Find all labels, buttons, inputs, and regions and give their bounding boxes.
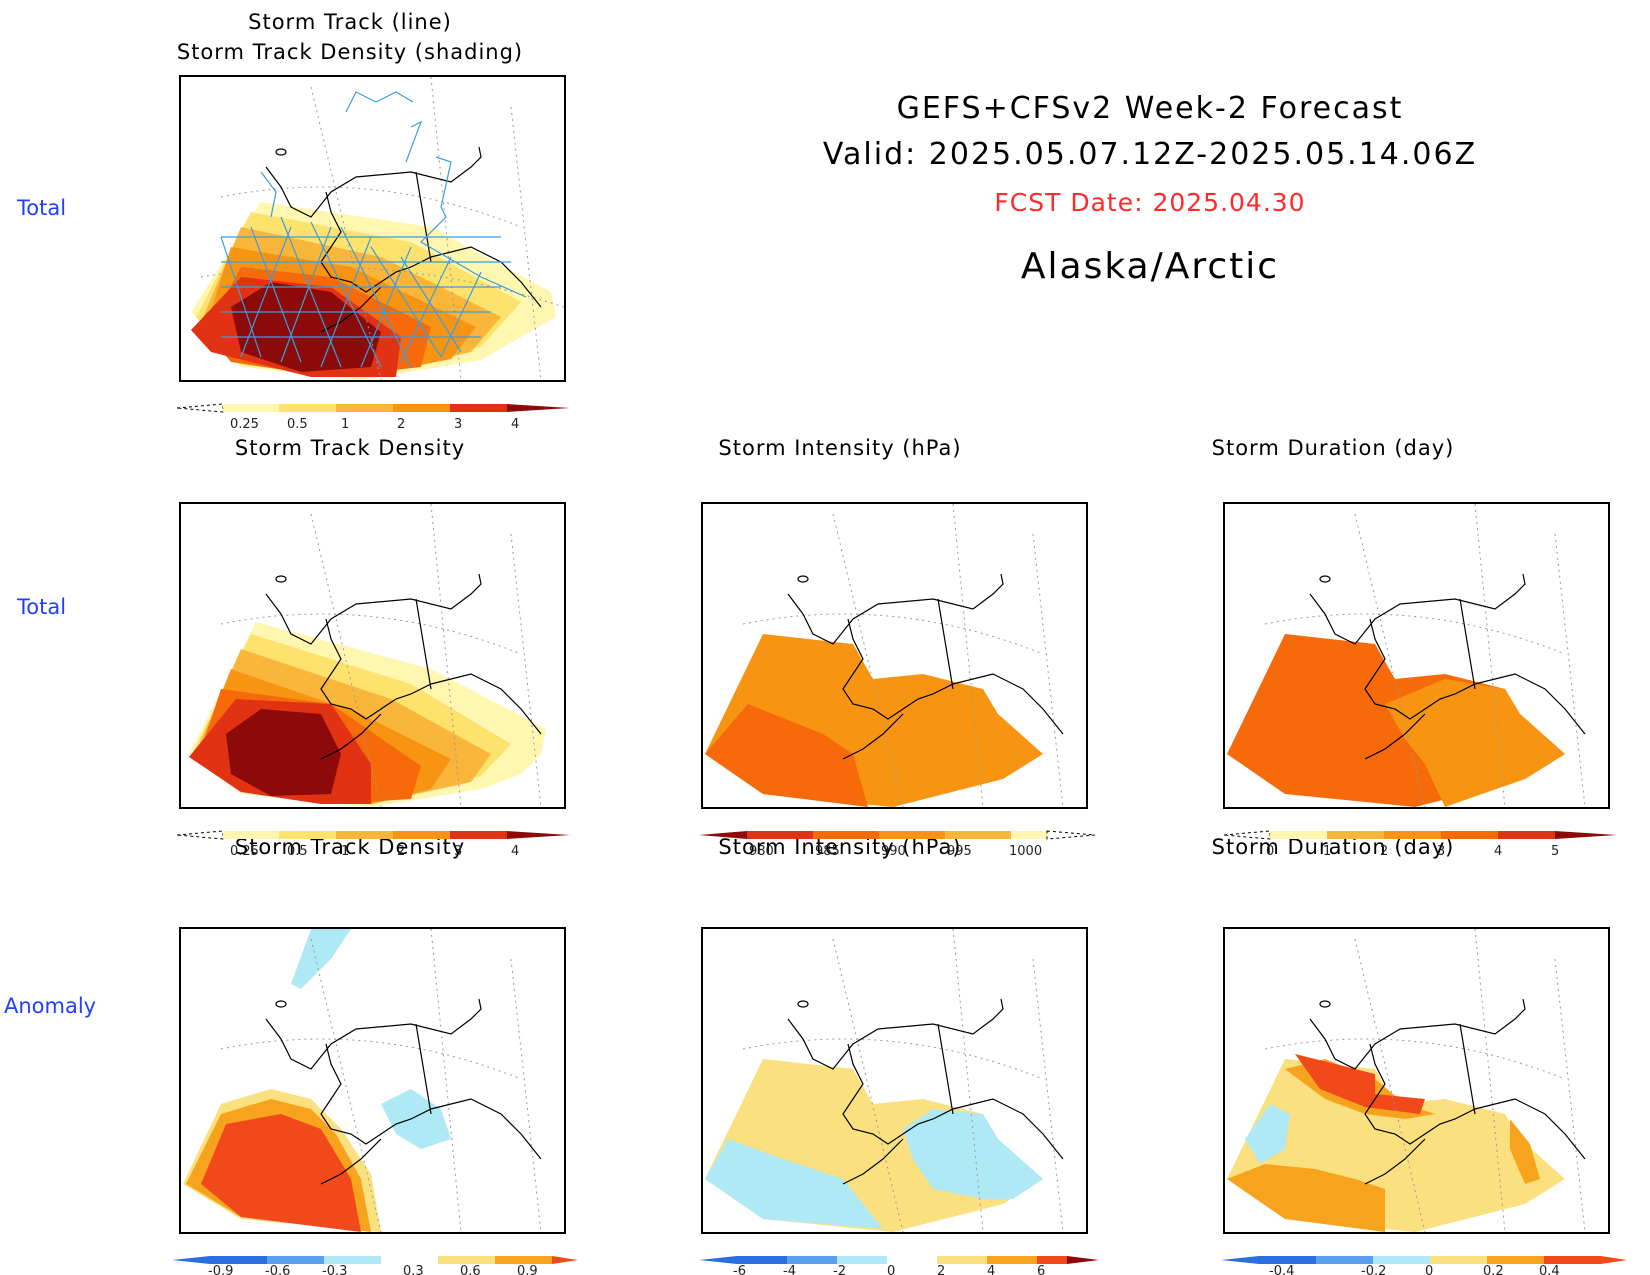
colorbar-total-intensity: 980 985 990 995 1000 xyxy=(697,830,1097,862)
total-duration-title: Storm Duration (day) xyxy=(1211,436,1455,460)
cbar-anom-duration-tick-2: 0 xyxy=(1425,1264,1433,1275)
cbar-anom-density-tick-3: 0.3 xyxy=(403,1264,424,1275)
cbar-anom-intensity-tick-2: -2 xyxy=(833,1264,846,1275)
graticule xyxy=(742,929,1064,1232)
total-intensity-title: Storm Intensity (hPa) xyxy=(718,436,962,460)
cbar-anom-intensity-tick-1: -4 xyxy=(783,1264,796,1275)
cbar-duration-tick-2: 2 xyxy=(1380,844,1388,859)
intensity-shading xyxy=(705,634,1043,807)
colorbar-total-duration: 0 1 2 3 4 5 xyxy=(1222,830,1622,862)
cbar-track-tick-2: 1 xyxy=(341,417,349,432)
anomaly-shading xyxy=(1227,1054,1565,1232)
cbar-anom-duration-tick-3: 0.2 xyxy=(1483,1264,1504,1275)
colorbar-anom-intensity xyxy=(697,1256,1107,1274)
cbar-anom-density-tick-0: -0.9 xyxy=(208,1264,233,1275)
cbar-track-tick-4: 3 xyxy=(454,417,462,432)
map-total-density xyxy=(179,502,566,809)
cbar-anom-density-tick-1: -0.6 xyxy=(265,1264,290,1275)
cbar-duration-tick-3: 3 xyxy=(1437,844,1445,859)
cbar-anom-density-tick-4: 0.6 xyxy=(460,1264,481,1275)
graticule xyxy=(220,504,542,807)
cbar-intensity-tick-3: 995 xyxy=(947,844,972,859)
coastline xyxy=(265,573,542,760)
anomaly-shading xyxy=(183,929,451,1232)
map-storm-track xyxy=(179,75,566,382)
cbar-duration-tick-4: 4 xyxy=(1494,844,1502,859)
cbar-track-tick-1: 0.5 xyxy=(287,417,308,432)
duration-shading xyxy=(1227,634,1565,807)
cbar-intensity-tick-1: 985 xyxy=(815,844,840,859)
colorbar-anom-duration-ticks: -0.4 -0.2 0 0.2 0.4 xyxy=(1219,1264,1629,1275)
total-density-title: Storm Track Density xyxy=(234,436,466,460)
cbar-density-tick-4: 3 xyxy=(454,844,462,859)
colorbar-track: 0.25 0.5 1 2 3 4 xyxy=(175,403,575,435)
cbar-anom-intensity-tick-3: 0 xyxy=(887,1264,895,1275)
cbar-intensity-tick-0: 980 xyxy=(749,844,774,859)
graticule xyxy=(1264,504,1586,807)
cbar-intensity-tick-2: 990 xyxy=(881,844,906,859)
map-anomaly-intensity xyxy=(701,927,1088,1234)
cbar-intensity-tick-4: 1000 xyxy=(1009,844,1042,859)
map-anomaly-density xyxy=(179,927,566,1234)
cbar-duration-tick-0: 0 xyxy=(1266,844,1274,859)
graticule xyxy=(742,504,1064,807)
cbar-anom-density-tick-2: -0.3 xyxy=(322,1264,347,1275)
coastline xyxy=(787,998,1064,1185)
cbar-track-tick-5: 4 xyxy=(511,417,519,432)
cbar-duration-tick-1: 1 xyxy=(1323,844,1331,859)
cbar-anom-intensity-tick-5: 4 xyxy=(987,1264,995,1275)
region-name: Alaska/Arctic xyxy=(1020,246,1280,287)
cbar-density-tick-1: 0.5 xyxy=(287,844,308,859)
colorbar-total-density: 0.25 0.5 1 2 3 4 xyxy=(175,830,575,862)
coastline xyxy=(1309,573,1586,760)
anomaly-shading xyxy=(705,1059,1043,1232)
cbar-anom-intensity-tick-0: -6 xyxy=(733,1264,746,1275)
cbar-anom-density-tick-5: 0.9 xyxy=(517,1264,538,1275)
cbar-density-tick-0: 0.25 xyxy=(230,844,259,859)
map-anomaly-duration xyxy=(1223,927,1610,1234)
graticule xyxy=(200,77,564,380)
colorbar-anom-density-ticks: -0.9 -0.6 -0.3 0.3 0.6 0.9 xyxy=(170,1264,580,1275)
main-title: GEFS+CFSv2 Week-2 Forecast Valid: 2025.0… xyxy=(700,86,1600,178)
title-line-2: Valid: 2025.05.07.12Z-2025.05.14.06Z xyxy=(822,137,1478,172)
cbar-anom-duration-tick-0: -0.4 xyxy=(1269,1264,1294,1275)
row-label-total-1: Total xyxy=(17,196,67,220)
map-total-duration xyxy=(1223,502,1610,809)
cbar-anom-intensity-tick-6: 6 xyxy=(1037,1264,1045,1275)
cbar-duration-tick-5: 5 xyxy=(1551,844,1559,859)
cbar-track-tick-0: 0.25 xyxy=(230,417,259,432)
colorbar-anom-density xyxy=(170,1256,580,1274)
colorbar-anom-duration xyxy=(1219,1256,1629,1274)
coastline xyxy=(265,998,542,1185)
row-label-total-2: Total xyxy=(17,595,67,619)
track-title-shading: Storm Track Density (shading) xyxy=(176,40,524,64)
forecast-date: FCST Date: 2025.04.30 xyxy=(994,188,1306,217)
cbar-anom-duration-tick-1: -0.2 xyxy=(1361,1264,1386,1275)
coastline xyxy=(787,573,1064,760)
graticule xyxy=(220,929,542,1232)
cbar-track-tick-3: 2 xyxy=(397,417,405,432)
cbar-anom-duration-tick-4: 0.4 xyxy=(1539,1264,1560,1275)
row-label-anomaly: Anomaly xyxy=(4,994,97,1018)
cbar-density-tick-2: 1 xyxy=(341,844,349,859)
coastline xyxy=(1309,998,1586,1185)
density-shading xyxy=(189,622,546,807)
colorbar-anom-intensity-ticks: -6 -4 -2 0 2 4 6 xyxy=(697,1264,1107,1275)
cbar-anom-intensity-tick-4: 2 xyxy=(937,1264,945,1275)
title-line-1: GEFS+CFSv2 Week-2 Forecast xyxy=(896,91,1404,126)
cbar-density-tick-5: 4 xyxy=(511,844,519,859)
track-title-line: Storm Track (line) xyxy=(248,10,452,34)
storm-track-lines xyxy=(220,91,527,368)
graticule xyxy=(1264,929,1586,1232)
map-total-intensity xyxy=(701,502,1088,809)
cbar-density-tick-3: 2 xyxy=(397,844,405,859)
